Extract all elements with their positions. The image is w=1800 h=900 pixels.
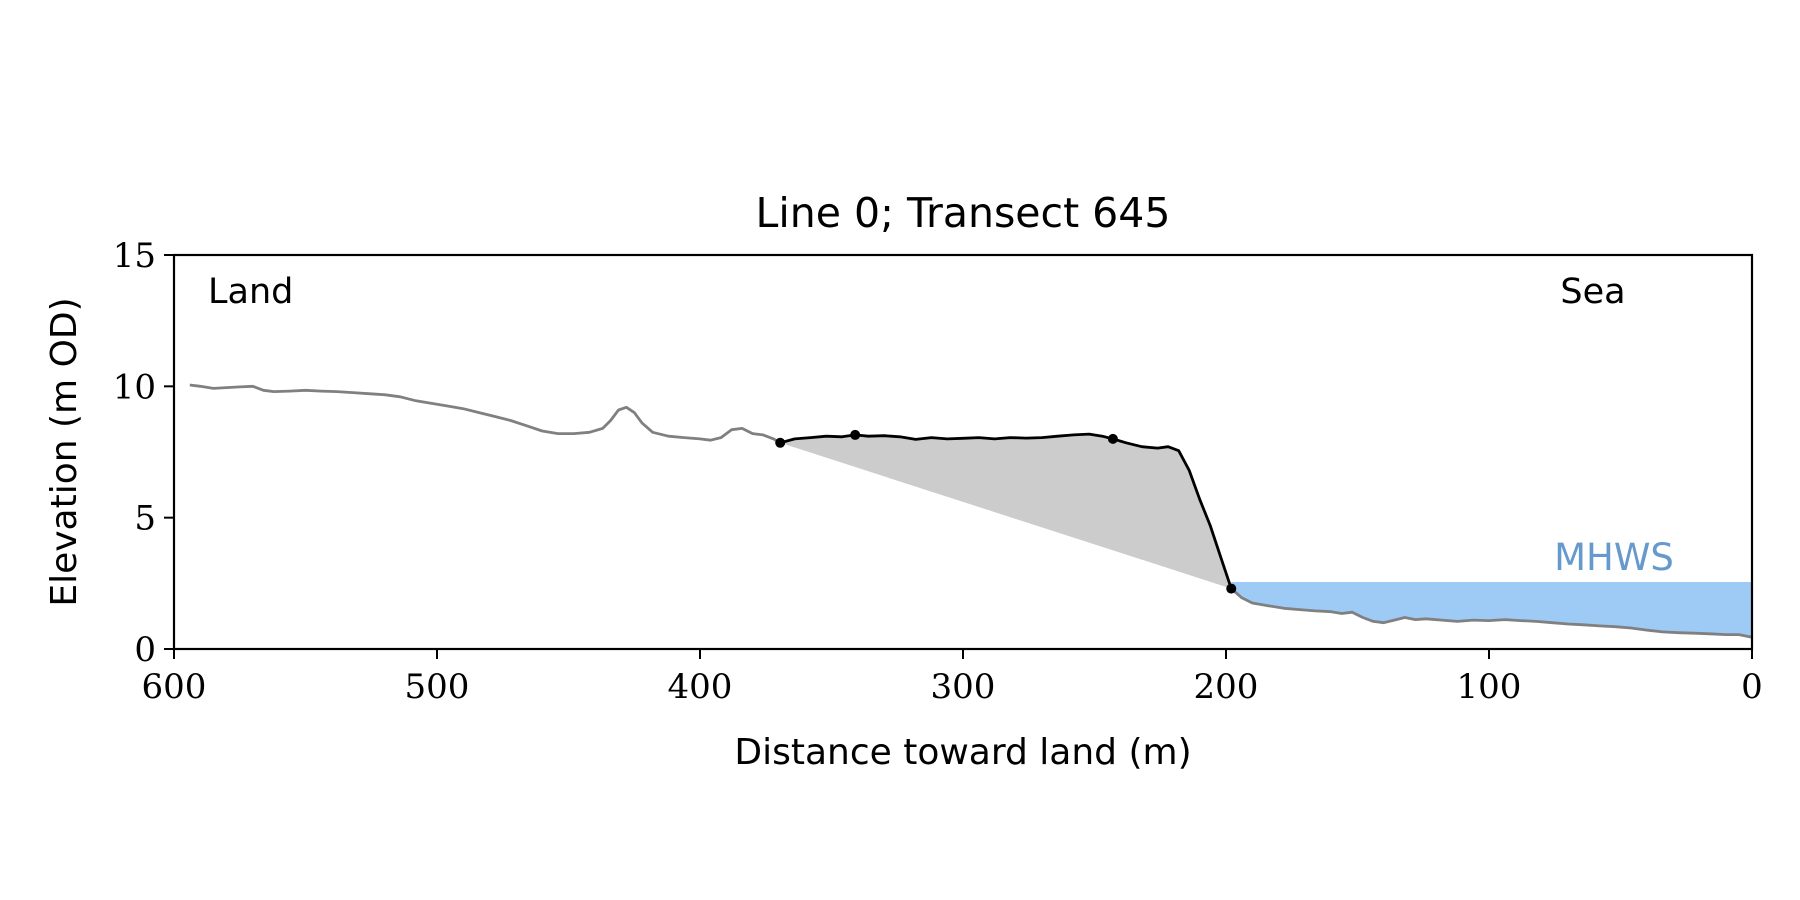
cliff-profile-line xyxy=(779,432,1233,590)
x-axis: 600 500 400 300 200 100 0 xyxy=(142,649,1763,707)
x-axis-label: Distance toward land (m) xyxy=(734,732,1191,773)
cliff-volume-area xyxy=(780,434,1232,589)
y-tick-label: 15 xyxy=(113,236,156,276)
profile-point xyxy=(775,437,786,448)
x-tick-label: 200 xyxy=(1194,667,1259,707)
mhws-water-area xyxy=(1231,582,1752,638)
y-axis-label: Elevation (m OD) xyxy=(44,297,85,606)
x-tick-label: 600 xyxy=(142,667,207,707)
beach-profile-line xyxy=(1230,587,1753,639)
fill-layer xyxy=(780,434,1752,638)
chart-title: Line 0; Transect 645 xyxy=(756,189,1171,237)
x-tick-label: 0 xyxy=(1741,667,1763,707)
profile-point xyxy=(1226,583,1237,594)
x-tick-label: 400 xyxy=(668,667,733,707)
profile-point xyxy=(1107,433,1118,444)
point-layer xyxy=(775,429,1237,594)
mhws-label: MHWS xyxy=(1554,536,1674,579)
y-axis: 0 5 10 15 xyxy=(113,236,174,670)
x-tick-label: 100 xyxy=(1457,667,1522,707)
sea-annotation: Sea xyxy=(1560,272,1625,312)
profile-point xyxy=(850,429,861,440)
line-layer xyxy=(189,383,1753,639)
x-tick-label: 300 xyxy=(931,667,996,707)
landward-profile-line xyxy=(189,383,781,445)
land-annotation: Land xyxy=(208,272,293,312)
y-tick-label: 5 xyxy=(134,499,156,539)
y-tick-label: 0 xyxy=(134,630,156,670)
x-tick-label: 500 xyxy=(405,667,470,707)
y-tick-label: 10 xyxy=(113,367,156,407)
